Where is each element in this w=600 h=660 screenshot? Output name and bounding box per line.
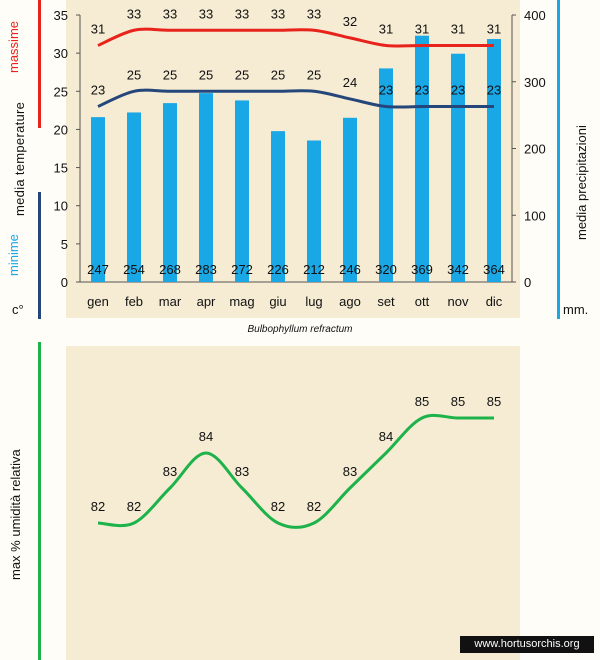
precipitation-bar [379, 68, 393, 283]
x-axis-tick-label: mag [229, 294, 254, 309]
precipitation-data-label: 246 [339, 262, 361, 277]
x-axis-tick-label: apr [197, 294, 216, 309]
max-temp-data-label: 33 [199, 6, 213, 21]
humidity-indicator-line [38, 342, 41, 660]
left-axis-tick-label: 25 [54, 84, 68, 99]
humidity-data-label: 82 [271, 499, 285, 514]
humidity-data-label: 83 [163, 464, 177, 479]
humidity-data-label: 85 [415, 394, 429, 409]
min-temp-data-label: 23 [451, 83, 465, 98]
humidity-data-label: 85 [487, 394, 501, 409]
precipitation-bar [235, 100, 249, 282]
left-axis-tick-label: 0 [61, 275, 68, 290]
min-temp-data-label: 23 [487, 83, 501, 98]
humidity-data-label: 84 [199, 429, 213, 444]
min-temp-data-label: 23 [379, 83, 393, 98]
precipitation-bar [307, 140, 321, 282]
precipitation-unit-label: mm. [563, 302, 589, 317]
x-axis-tick-label: nov [448, 294, 469, 309]
precipitation-data-label: 226 [267, 262, 289, 277]
left-axis-tick-label: 5 [61, 237, 68, 252]
climate-chart-panel [66, 0, 520, 318]
max-temp-line [97, 27, 494, 48]
precipitation-data-label: 364 [483, 262, 505, 277]
left-axis-tick-label: 10 [54, 199, 68, 214]
precipitation-data-label: 342 [447, 262, 469, 277]
precipitation-bar [451, 53, 465, 283]
x-axis-tick-label: lug [305, 294, 322, 309]
max-temp-data-label: 31 [487, 22, 501, 37]
max-temp-data-label: 33 [307, 6, 321, 21]
max-temp-data-label: 32 [343, 14, 357, 29]
min-temp-data-label: 25 [199, 67, 213, 82]
right-axis-tick-label: 200 [524, 142, 546, 157]
min-temp-indicator-line [38, 192, 41, 319]
min-temp-data-label: 23 [415, 83, 429, 98]
x-axis-tick-label: ott [415, 294, 430, 309]
precipitation-bar [415, 35, 429, 282]
min-temp-data-label: 25 [163, 67, 177, 82]
x-axis-tick-label: giu [269, 294, 286, 309]
min-temp-data-label: 23 [91, 83, 105, 98]
temperature-unit-label: c° [12, 302, 24, 317]
max-temp-data-label: 33 [163, 6, 177, 21]
min-temp-data-label: 25 [271, 67, 285, 82]
precipitation-data-label: 247 [87, 262, 109, 277]
precipitation-bar [163, 103, 177, 282]
max-temp-data-label: 31 [379, 22, 393, 37]
precipitation-data-label: 254 [123, 262, 145, 277]
min-temp-data-label: 24 [343, 75, 357, 90]
max-temp-data-label: 31 [91, 22, 105, 37]
max-temp-data-label: 33 [127, 6, 141, 21]
humidity-data-label: 82 [127, 499, 141, 514]
website-watermark: www.hortusorchis.org [460, 636, 594, 653]
min-temp-line [97, 88, 494, 109]
precipitation-data-label: 320 [375, 262, 397, 277]
left-axis-tick-label: 15 [54, 161, 68, 176]
x-axis-tick-label: ago [339, 294, 361, 309]
right-axis-tick-label: 0 [524, 275, 531, 290]
left-axis-tick-label: 30 [54, 46, 68, 61]
precipitation-bar [91, 117, 105, 282]
precipitation-indicator-line [557, 0, 560, 319]
left-axis-tick-label: 20 [54, 122, 68, 137]
precipitation-bar [343, 117, 357, 282]
humidity-data-label: 84 [379, 429, 393, 444]
chart-title: Bulbophyllum refractum [247, 324, 353, 335]
right-axis-tick-label: 300 [524, 75, 546, 90]
humidity-chart-panel [66, 346, 520, 660]
x-axis-tick-label: mar [159, 294, 182, 309]
x-axis-tick-label: feb [125, 294, 143, 309]
x-axis-tick-label: set [377, 294, 395, 309]
humidity-data-label: 82 [91, 499, 105, 514]
max-temp-data-label: 31 [451, 22, 465, 37]
humidity-line [97, 413, 494, 529]
right-axis-tick-label: 400 [524, 8, 546, 23]
right-axis-tick-label: 100 [524, 208, 546, 223]
precipitation-bar [199, 93, 213, 282]
precipitation-data-label: 369 [411, 262, 433, 277]
humidity-data-label: 85 [451, 394, 465, 409]
max-temp-data-label: 33 [271, 6, 285, 21]
humidity-data-label: 83 [343, 464, 357, 479]
min-temp-data-label: 25 [307, 67, 321, 82]
humidity-data-label: 83 [235, 464, 249, 479]
max-temp-indicator-line [38, 0, 41, 128]
min-temp-data-label: 25 [235, 67, 249, 82]
max-temp-data-label: 31 [415, 22, 429, 37]
left-axis-tick-label: 35 [54, 8, 68, 23]
humidity-data-label: 82 [307, 499, 321, 514]
precipitation-data-label: 272 [231, 262, 253, 277]
precipitation-data-label: 283 [195, 262, 217, 277]
min-temp-data-label: 25 [127, 67, 141, 82]
x-axis-tick-label: dic [486, 294, 503, 309]
precipitation-bar [487, 39, 501, 282]
precipitation-bar [127, 112, 141, 282]
max-temp-data-label: 33 [235, 6, 249, 21]
precipitation-data-label: 212 [303, 262, 325, 277]
precipitation-bar [271, 131, 285, 282]
precipitation-data-label: 268 [159, 262, 181, 277]
x-axis-tick-label: gen [87, 294, 109, 309]
